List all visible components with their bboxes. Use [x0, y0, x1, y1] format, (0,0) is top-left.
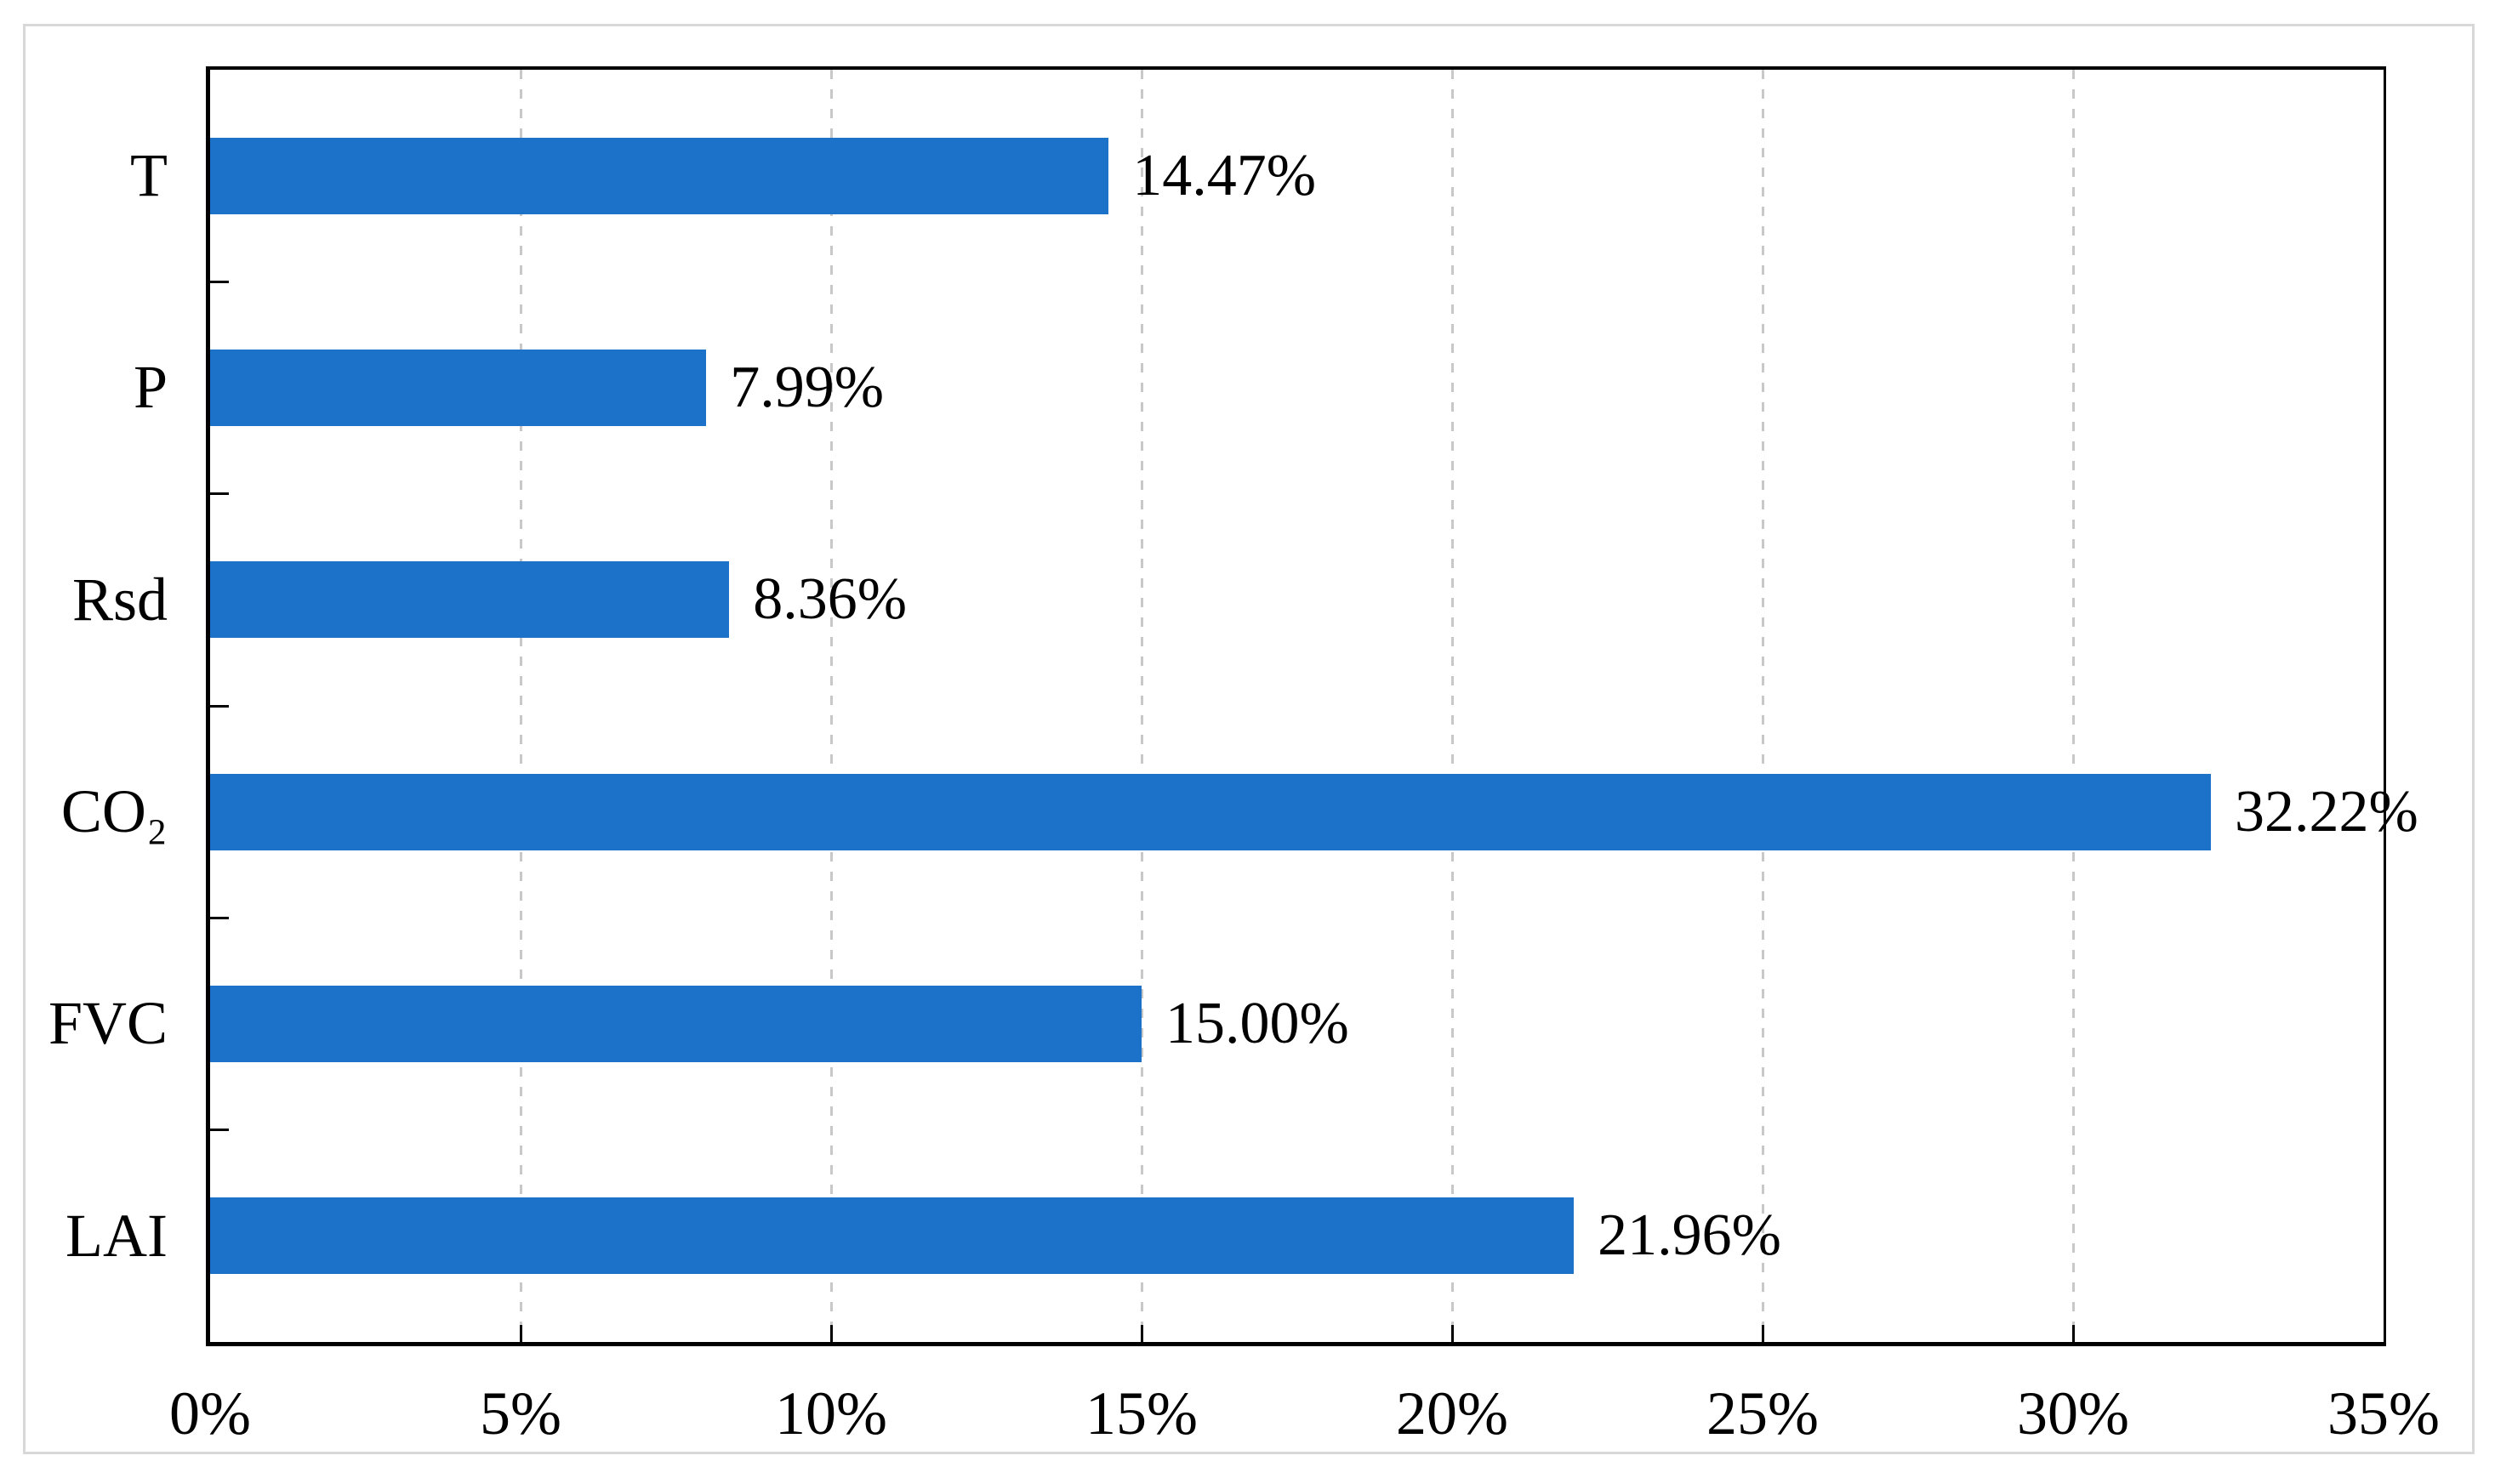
gridline — [1140, 70, 1143, 1342]
bar-value-label: 8.36% — [753, 566, 908, 633]
y-axis-tick — [210, 916, 229, 919]
x-axis-tick-label: 20% — [1396, 1379, 1508, 1447]
category-label: Rsd — [71, 565, 168, 634]
bar-value-label: 14.47% — [1132, 142, 1317, 208]
y-axis-tick — [210, 1129, 229, 1132]
x-axis-tick — [2071, 1325, 2075, 1342]
x-axis-tick-labels: 0% 5% 10% 15% 20% 25% 30% 35% — [169, 1379, 2440, 1456]
x-axis-tick-label: 25% — [1706, 1379, 1819, 1447]
x-axis-tick-label: 0% — [169, 1379, 251, 1447]
bar — [210, 773, 2212, 850]
x-axis-tick — [1761, 1325, 1764, 1342]
x-axis-tick — [1140, 1325, 1143, 1342]
category-label: LAI — [66, 1201, 168, 1270]
y-axis-tick — [210, 492, 229, 496]
bar-value-label: 32.22% — [2235, 778, 2418, 844]
y-axis-tick — [210, 704, 229, 708]
bar — [210, 137, 1109, 214]
y-axis-category-labels: T P Rsd CO₂ FVC LAI — [0, 70, 168, 1342]
gridline — [2071, 70, 2075, 1342]
x-axis-tick — [1450, 1325, 1454, 1342]
x-axis-tick-label: 5% — [480, 1379, 561, 1447]
plot-area: 14.47% 7.99% 8.36% 32.22% 15.00% 21.96% — [210, 70, 2418, 1342]
gridline — [1450, 70, 1454, 1342]
y-axis-tick — [210, 280, 229, 283]
category-label: FVC — [48, 989, 168, 1058]
gridline — [519, 70, 522, 1342]
category-label: P — [133, 353, 168, 422]
x-axis-tick-label: 10% — [775, 1379, 887, 1447]
bar-value-label: 15.00% — [1165, 991, 1349, 1056]
bar — [210, 986, 1142, 1062]
gridline — [1761, 70, 1764, 1342]
category-label: CO₂ — [60, 777, 168, 846]
category-label: T — [130, 141, 168, 210]
x-axis-tick — [519, 1325, 522, 1342]
bar-value-label: 7.99% — [730, 355, 885, 420]
gridline — [829, 70, 833, 1342]
x-axis-tick-label: 15% — [1085, 1379, 1198, 1447]
bar — [210, 1197, 1575, 1275]
x-axis-tick-label: 30% — [2017, 1379, 2129, 1447]
bar — [210, 561, 730, 639]
x-axis-tick — [829, 1325, 833, 1342]
x-axis-tick-label: 35% — [2327, 1379, 2440, 1447]
bar — [210, 350, 707, 426]
axis-frame — [206, 66, 2386, 1346]
bar-value-label: 21.96% — [1598, 1203, 1781, 1269]
